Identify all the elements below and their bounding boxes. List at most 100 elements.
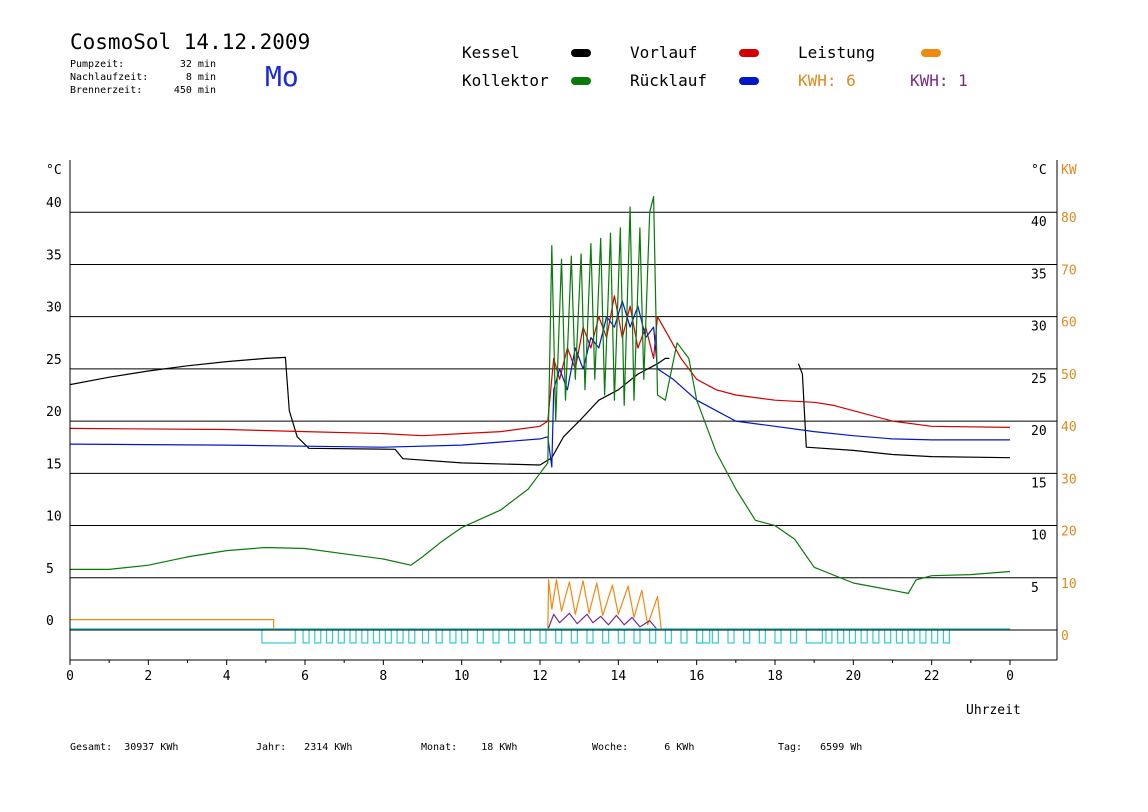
- y2-temp-tick-label-40: 40: [1031, 215, 1047, 230]
- pump-block-2: [314, 628, 322, 644]
- legend-leistung-swatch: [921, 49, 941, 57]
- pump-block-25: [633, 628, 641, 644]
- legend-kessel: Kessel: [462, 43, 520, 62]
- pump-block-3: [325, 628, 334, 644]
- chart-title: CosmoSol 14.12.2009: [70, 30, 311, 54]
- pump-block-7: [372, 628, 381, 644]
- x-tick-label-5: 10: [454, 669, 470, 684]
- footer-woche: Woche: 6 KWh: [592, 742, 695, 753]
- stat-pumpzeit: Pumpzeit: 32 min: [70, 59, 216, 70]
- pump-block-8: [384, 628, 392, 644]
- y-tick-label-25: 25: [46, 353, 62, 368]
- pump-block-23: [602, 628, 610, 644]
- x-tick-label-0: 0: [66, 669, 74, 684]
- pump-block-tail-6: [895, 628, 904, 644]
- legend-kwh-purple: KWH: 1: [910, 71, 968, 90]
- y-axis-unit-power: KW: [1061, 163, 1077, 178]
- y2-power-tick-label-40: 40: [1061, 420, 1077, 435]
- pump-block-0: [261, 628, 296, 644]
- footer-gesamt: Gesamt: 30937 KWh: [70, 742, 179, 753]
- pump-block-14: [461, 628, 469, 644]
- pump-block-20: [555, 628, 563, 644]
- y2-power-tick-label-50: 50: [1061, 368, 1077, 383]
- y-tick-label-40: 40: [46, 196, 62, 211]
- y-axis-unit-left: °C: [46, 163, 62, 178]
- pump-block-tail-2: [848, 628, 857, 644]
- pump-block-27: [664, 628, 672, 644]
- y-tick-label-15: 15: [46, 457, 62, 472]
- footer-monat: Monat: 18 KWh: [421, 742, 518, 753]
- x-tick-label-9: 18: [767, 669, 783, 684]
- pump-block-10: [408, 628, 416, 644]
- y2-power-tick-label-70: 70: [1061, 263, 1077, 278]
- pump-block-tail-3: [860, 628, 868, 644]
- pump-block-5: [349, 628, 357, 644]
- x-tick-label-6: 12: [532, 669, 548, 684]
- y2-power-tick-label-0: 0: [1061, 629, 1069, 644]
- legend-leistung: Leistung: [798, 43, 876, 62]
- pump-block-29: [696, 628, 704, 644]
- series-line-leistung-5: [70, 618, 275, 630]
- pump-block-16: [492, 628, 500, 644]
- pump-block-19: [539, 628, 547, 644]
- pump-block-26: [649, 628, 657, 644]
- y2-temp-tick-label-20: 20: [1031, 424, 1047, 439]
- pump-block-13: [449, 628, 457, 644]
- y2-temp-tick-label-5: 5: [1031, 581, 1039, 596]
- pump-block-tail-7: [907, 628, 915, 644]
- footer-tag: Tag: 6599 Wh: [778, 742, 863, 753]
- y2-power-tick-label-30: 30: [1061, 472, 1077, 487]
- x-tick-label-8: 16: [689, 669, 705, 684]
- series-line-vorlauf-2: [69, 295, 1011, 437]
- pump-block-4: [337, 628, 345, 644]
- x-tick-label-3: 6: [301, 669, 309, 684]
- x-tick-label-1: 2: [144, 669, 152, 684]
- y2-temp-tick-label-10: 10: [1031, 529, 1047, 544]
- legend-kwh-orange: KWH: 6: [798, 71, 856, 90]
- y-axis-unit-right: °C: [1031, 163, 1047, 178]
- pump-block-tail-0: [825, 628, 833, 644]
- pump-block-12: [435, 628, 443, 644]
- legend-kollektor: Kollektor: [462, 71, 549, 90]
- pump-block-6: [361, 628, 369, 644]
- pump-block-31: [727, 628, 735, 644]
- y-tick-label-5: 5: [46, 562, 54, 577]
- pump-block-tail-9: [931, 628, 939, 644]
- y-tick-label-35: 35: [46, 248, 62, 263]
- pump-block-tail-10: [942, 628, 951, 644]
- pump-block-wide-a: [696, 628, 711, 644]
- stat-nachlaufzeit: Nachlaufzeit: 8 min: [70, 72, 216, 83]
- y2-temp-tick-label-15: 15: [1031, 476, 1047, 491]
- pump-block-28: [680, 628, 688, 644]
- footer-jahr: Jahr: 2314 KWh: [256, 742, 353, 753]
- pump-block-24: [617, 628, 625, 644]
- legend-vorlauf-swatch: [739, 49, 759, 57]
- y2-temp-tick-label-30: 30: [1031, 320, 1047, 335]
- pump-block-30: [711, 628, 719, 644]
- y2-power-tick-label-80: 80: [1061, 211, 1077, 226]
- pump-block-1: [302, 628, 310, 644]
- pump-block-9: [396, 628, 404, 644]
- y-tick-label-10: 10: [46, 510, 62, 525]
- pump-block-17: [508, 628, 516, 644]
- y-tick-label-30: 30: [46, 301, 62, 316]
- pump-block-tail-4: [872, 628, 880, 644]
- pump-block-tail-8: [919, 628, 927, 644]
- legend-kollektor-swatch: [571, 77, 591, 85]
- x-tick-label-2: 4: [223, 669, 231, 684]
- y2-temp-tick-label-25: 25: [1031, 372, 1047, 387]
- x-tick-label-4: 8: [379, 669, 387, 684]
- series-line-kessel-0: [69, 356, 670, 466]
- y2-power-tick-label-20: 20: [1061, 525, 1077, 540]
- y2-temp-tick-label-35: 35: [1031, 267, 1047, 282]
- pump-block-32: [743, 628, 751, 644]
- series-line-leistung-6: [547, 579, 662, 631]
- pump-block-34: [774, 628, 782, 644]
- y2-power-tick-label-60: 60: [1061, 316, 1077, 331]
- x-axis-label: Uhrzeit: [966, 703, 1021, 718]
- pump-block-15: [476, 628, 484, 644]
- legend-kessel-swatch: [571, 49, 591, 57]
- legend-vorlauf: Vorlauf: [630, 43, 698, 62]
- series-line-kollektor-4: [70, 196, 1011, 595]
